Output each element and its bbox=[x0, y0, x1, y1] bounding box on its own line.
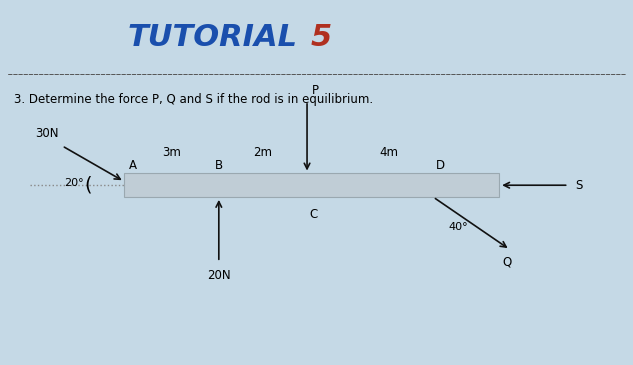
Text: 20N: 20N bbox=[207, 269, 230, 283]
Text: A: A bbox=[129, 159, 137, 172]
Text: 40°: 40° bbox=[449, 222, 468, 233]
Text: B: B bbox=[215, 159, 223, 172]
Text: 5: 5 bbox=[310, 23, 332, 52]
Text: 4m: 4m bbox=[379, 146, 399, 159]
Text: Q: Q bbox=[502, 255, 511, 268]
Text: C: C bbox=[310, 208, 318, 221]
Bar bbox=[124, 173, 499, 197]
Text: (: ( bbox=[84, 176, 92, 195]
Text: 3m: 3m bbox=[162, 146, 181, 159]
Text: TUTORIAL: TUTORIAL bbox=[128, 23, 298, 52]
Text: 30N: 30N bbox=[35, 127, 59, 140]
Text: P: P bbox=[312, 84, 319, 97]
Text: 3. Determine the force P, Q and S if the rod is in equilibrium.: 3. Determine the force P, Q and S if the… bbox=[14, 93, 373, 106]
Text: 2m: 2m bbox=[253, 146, 272, 159]
Text: D: D bbox=[436, 159, 446, 172]
Text: 20°: 20° bbox=[64, 178, 84, 188]
Text: S: S bbox=[575, 179, 582, 192]
